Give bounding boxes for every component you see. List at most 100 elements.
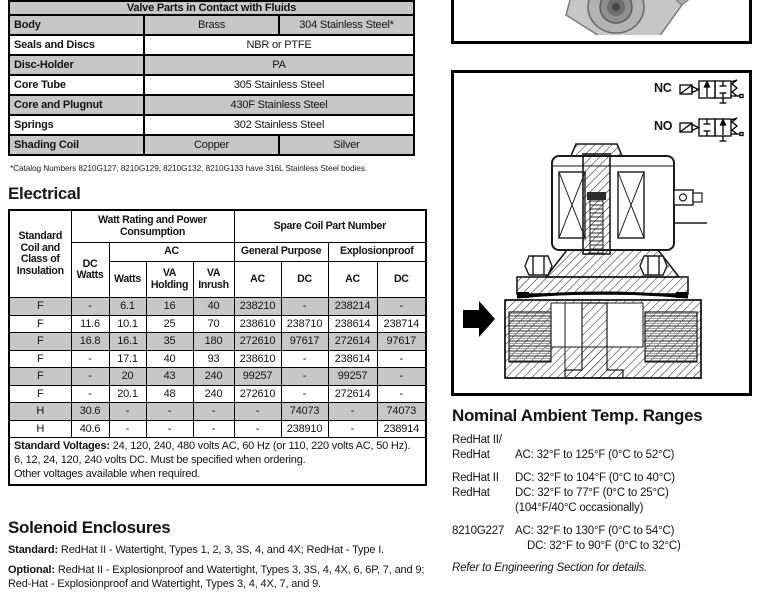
electrical-value: 238714 (376, 314, 427, 333)
temp-range-product: RedHat II (452, 472, 499, 484)
electrical-value: - (192, 419, 235, 438)
temp-ranges-heading: Nominal Ambient Temp. Ranges (452, 406, 703, 425)
material-value: Copper (143, 134, 280, 156)
electrical-value: 93 (192, 349, 235, 368)
temp-range-line: RedHat II/ (452, 433, 764, 448)
temp-range-product: RedHat (452, 449, 490, 461)
electrical-value: 25 (145, 314, 194, 333)
temp-range-value: AC: 32°F to 125°F (0°C to 52°C) (515, 449, 675, 461)
standard-text: RedHat II - Watertight, Types 1, 2, 3, 3… (58, 544, 385, 556)
temp-range-value: DC: 32°F to 104°F (0°C to 40°C) (515, 472, 675, 484)
engineering-section-note: Refer to Engineering Section for details… (452, 562, 648, 574)
electrical-value: 97617 (376, 332, 427, 351)
electrical-value: - (145, 419, 194, 438)
temp-range-line: RedHat II DC: 32°F to 104°F (0°C to 40°C) (452, 471, 764, 486)
product-photo-box (451, 0, 752, 44)
temp-range-line: 8210G227 AC: 32°F to 130°F (0°C to 54°C) (452, 524, 764, 539)
other-voltages-text: Other voltages available when required. (14, 467, 201, 480)
table-row: Shading Coil Copper Silver (8, 134, 415, 156)
temp-range-value: (104°F/40°C occasionally) (515, 502, 644, 514)
col-group-spare-coil: Spare Coil Part Number (233, 209, 427, 243)
electrical-value: 238610 (233, 314, 282, 333)
table-row: F -20 43 240 99257-99257- (8, 367, 427, 386)
electrical-value: 6.1 (108, 297, 147, 316)
electrical-value: 40 (145, 349, 194, 368)
electrical-value: 97617 (280, 332, 329, 351)
electrical-value: F (8, 367, 72, 386)
temp-range-block: RedHat II DC: 32°F to 104°F (0°C to 40°C)… (452, 471, 764, 516)
electrical-value: 238610 (233, 349, 282, 368)
col-header-gp-ac: AC (233, 261, 282, 298)
table-row: H 40.6- - - -238910-238914 (8, 419, 427, 438)
electrical-value: - (192, 402, 235, 421)
table-row: Core Tube 305 Stainless Steel (8, 74, 415, 96)
nc-label: NC (654, 81, 672, 95)
electrical-value: - (327, 402, 378, 421)
part-label: Body (8, 14, 145, 36)
electrical-value: - (70, 349, 110, 368)
solenoid-enclosures-heading: Solenoid Enclosures (8, 518, 171, 537)
electrical-value: - (280, 349, 329, 368)
nc-valve-symbol-icon (679, 79, 744, 104)
temp-range-product: 8210G227 (452, 525, 505, 537)
material-value: 304 Stainless Steel* (278, 14, 415, 36)
electrical-value: 238710 (280, 314, 329, 333)
electrical-value: 10.1 (108, 314, 147, 333)
temp-ranges-list: RedHat II/RedHat AC: 32°F to 125°F (0°C t… (452, 433, 764, 554)
optional-text: RedHat II - Explosionproof and Watertigh… (8, 563, 425, 591)
electrical-value: 70 (192, 314, 235, 333)
col-header-ep-dc: DC (376, 261, 427, 298)
electrical-value: 74073 (280, 402, 329, 421)
electrical-value: 20.1 (108, 384, 147, 403)
table-row: F -17.1 40 93 238610-238614- (8, 349, 427, 368)
temp-range-product (452, 539, 515, 554)
material-value: 302 Stainless Steel (143, 114, 415, 136)
enclosures-optional-line: Optional: RedHat II - Explosionproof and… (8, 563, 434, 592)
electrical-value: H (8, 419, 72, 438)
col-group-watt-rating: Watt Rating and Power Consumption (70, 209, 235, 243)
part-label: Springs (8, 114, 145, 136)
temp-range-line: RedHat AC: 32°F to 125°F (0°C to 52°C) (452, 448, 764, 463)
electrical-value: 272610 (233, 384, 282, 403)
temp-range-line: DC: 32°F to 90°F (0°C to 32°C) (452, 539, 764, 554)
col-header-ep-ac: AC (327, 261, 378, 298)
table-row: Seals and Discs NBR or PTFE (8, 34, 415, 56)
electrical-value: 16.8 (70, 332, 110, 351)
table-footer-row: Standard Voltages: 24, 120, 240, 480 vol… (8, 437, 427, 486)
no-valve-symbol-icon (679, 117, 744, 142)
electrical-value: F (8, 297, 72, 316)
valve-photo (565, 0, 690, 40)
electrical-value: 11.6 (70, 314, 110, 333)
electrical-value: - (327, 419, 378, 438)
electrical-value: 16 (145, 297, 194, 316)
temp-range-value: DC: 32°F to 90°F (0°C to 32°C) (527, 540, 681, 552)
electrical-value: 30.6 (70, 402, 110, 421)
electrical-value: 272614 (327, 332, 378, 351)
electrical-value: 238914 (376, 419, 427, 438)
temp-range-line: (104°F/40°C occasionally) (452, 501, 764, 516)
temp-range-product: RedHat II/ (452, 434, 502, 446)
electrical-value: 180 (192, 332, 235, 351)
electrical-value: 240 (192, 384, 235, 403)
electrical-value: - (376, 384, 427, 403)
electrical-value: - (70, 297, 110, 316)
electrical-value: - (376, 367, 427, 386)
col-header-va-inrush: VA Inrush (192, 261, 235, 298)
solenoid-enclosures-section: Solenoid Enclosures Standard: RedHat II … (8, 518, 434, 592)
col-header-watts: Watts (108, 261, 147, 298)
electrical-value: 74073 (376, 402, 427, 421)
electrical-value: - (108, 419, 147, 438)
no-label: NO (654, 119, 673, 133)
electrical-value: 240 (192, 367, 235, 386)
standard-voltages-note: Standard Voltages: 24, 120, 240, 480 vol… (8, 437, 427, 486)
electrical-value: - (145, 402, 194, 421)
electrical-value: 20 (108, 367, 147, 386)
temp-range-product (452, 501, 515, 516)
enclosures-standard-line: Standard: RedHat II - Watertight, Types … (8, 543, 434, 558)
electrical-value: 16.1 (108, 332, 147, 351)
table-row: F -6.1 16 40 238210-238214- (8, 297, 427, 316)
catalog-footnote: *Catalog Numbers 8210G127, 8210G129, 821… (10, 163, 368, 173)
standard-voltages-text: 24, 120, 240, 480 volts AC, 60 Hz (or 11… (14, 440, 411, 466)
temp-range-value: DC: 32°F to 77°F (0°C to 25°C) (515, 487, 669, 499)
